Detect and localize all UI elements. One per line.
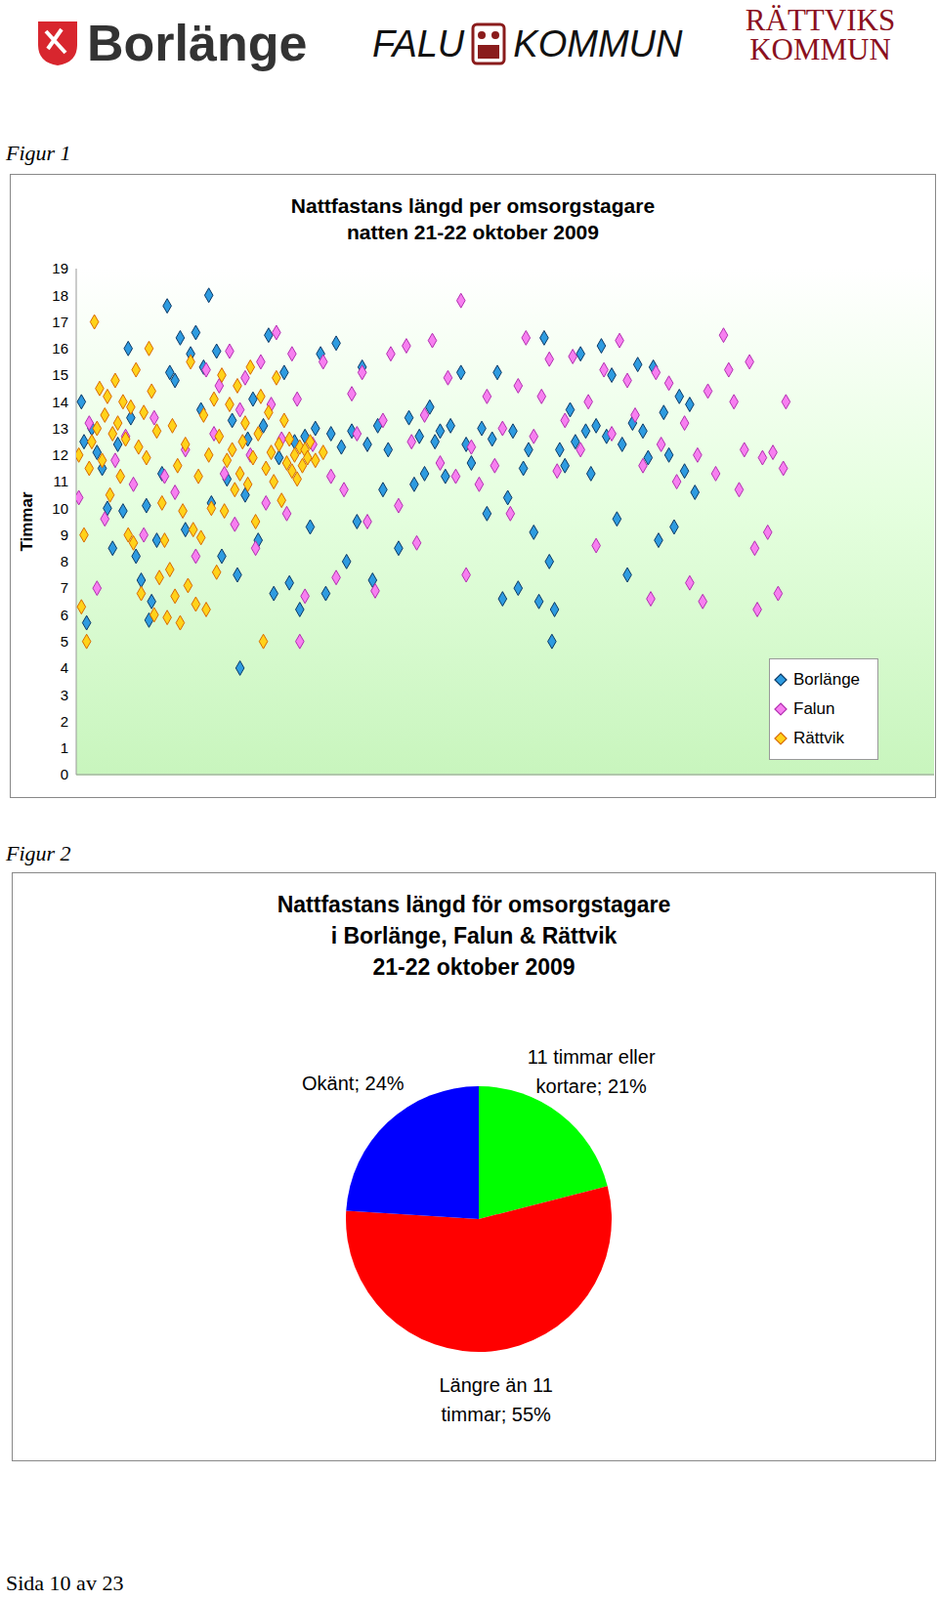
svg-text:11: 11 [52,472,69,490]
html-text:Nattfastans längd för omsorgst: Nattfastans längd för omsorgstagare i Bo… [277,892,671,981]
svg-text:7: 7 [60,579,69,597]
html-text:Sida 10 av 23: Sida 10 av 23 [5,1571,124,1596]
svg-text:2: 2 [60,713,69,730]
svg-text:11 timmar ellerkortare; 21%: 11 timmar ellerkortare; 21% [527,1047,656,1099]
html-text:Figur 1: Figur 1 [5,140,71,166]
svg-text:0: 0 [60,766,69,783]
html-text:Borlänge: Borlänge [86,14,308,72]
html-text:Falun: Falun [793,699,835,719]
html-text:Borlänge: Borlänge [793,670,860,689]
svg-text:17: 17 [51,313,69,331]
html-text:Rättvik: Rättvik [793,728,845,748]
svg-text:5: 5 [60,633,69,650]
html-text:FALU: FALU [372,22,465,64]
svg-text:1: 1 [60,739,69,757]
svg-text:14: 14 [51,393,69,411]
svg-text:Längre än 11timmar; 55%: Längre än 11timmar; 55% [438,1374,553,1426]
svg-text:10: 10 [51,500,69,517]
svg-text:9: 9 [60,526,69,544]
svg-text:Timmar: Timmar [17,491,37,552]
svg-text:4: 4 [60,659,69,677]
svg-text:13: 13 [51,420,69,437]
html-text:KOMMUN: KOMMUN [513,22,683,64]
svg-text:Okänt; 24%: Okänt; 24% [301,1072,405,1095]
html-text:KOMMUN: KOMMUN [749,32,891,67]
svg-text:15: 15 [51,366,69,384]
svg-text:6: 6 [60,606,69,624]
svg-text:19: 19 [51,259,69,277]
svg-text:16: 16 [51,340,69,357]
svg-text:12: 12 [51,446,69,464]
svg-text:8: 8 [60,553,69,570]
html-text:Figur 2: Figur 2 [5,841,71,866]
svg-text:18: 18 [51,287,69,304]
html-text:Nattfastans längd per omsorgst: Nattfastans längd per omsorgstagare natt… [291,194,655,244]
html-text:RÄTTVIKS: RÄTTVIKS [745,2,896,38]
svg-text:3: 3 [60,686,69,704]
